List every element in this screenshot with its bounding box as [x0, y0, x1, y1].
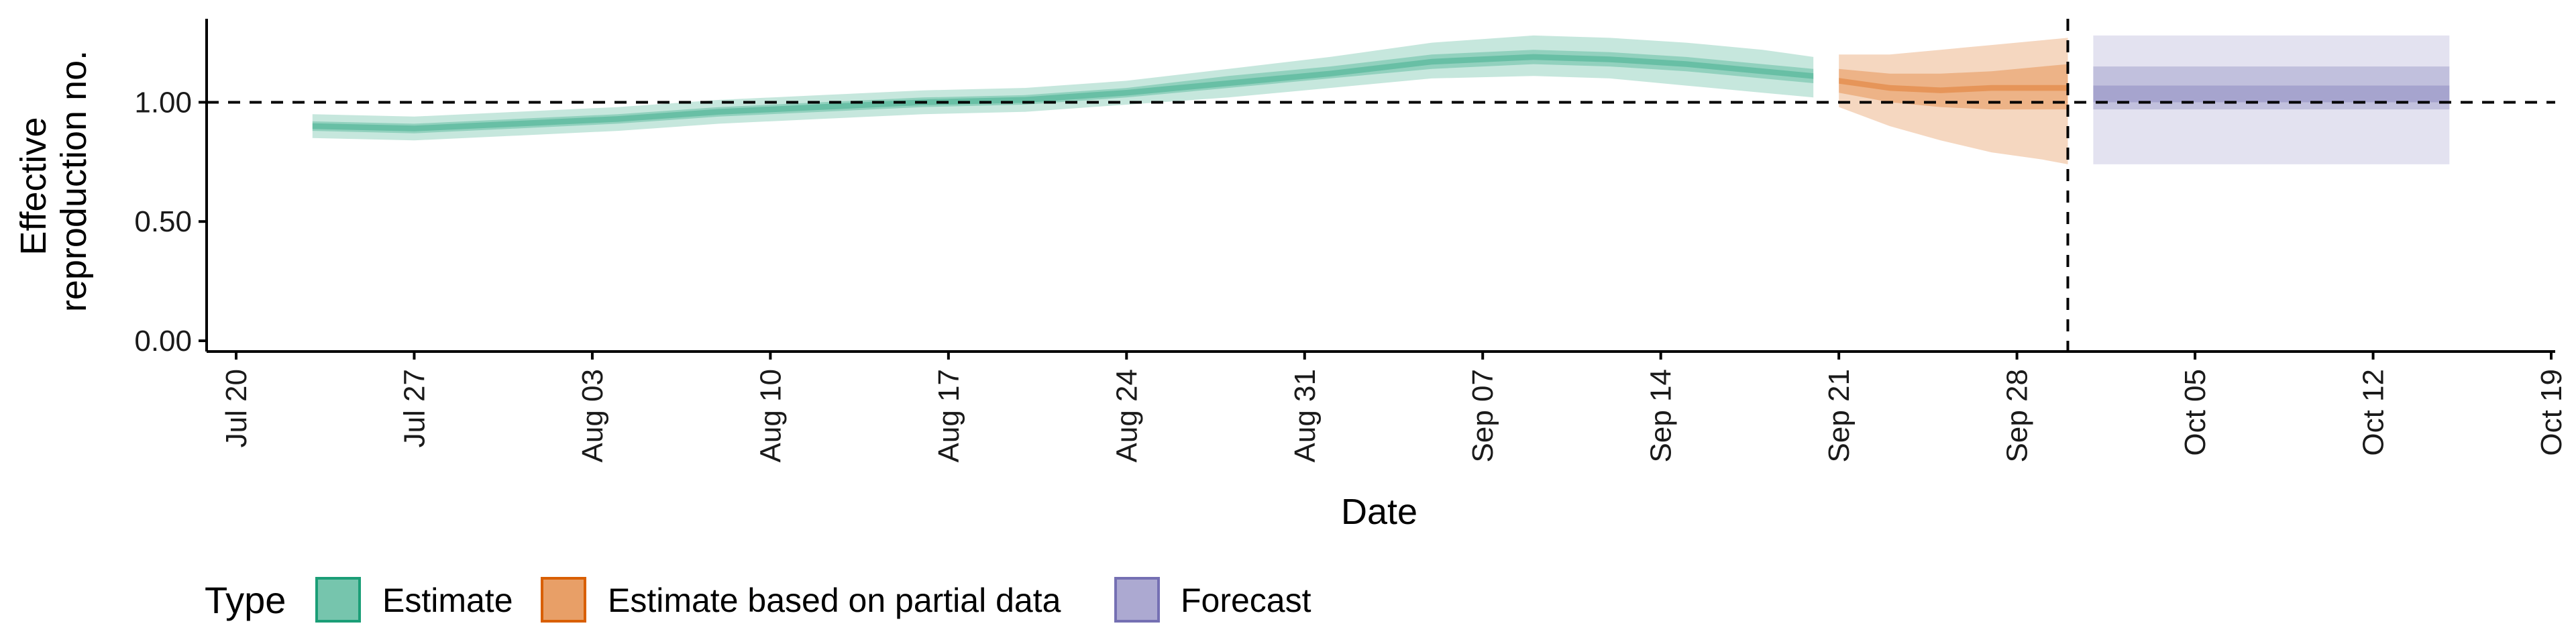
y-ticks: 0.00 0.50 1.00	[134, 86, 207, 358]
series-estimate	[312, 35, 1814, 141]
x-tick-label: Oct 12	[2357, 369, 2390, 456]
block-outer-forecast	[2093, 35, 2450, 164]
legend-label-forecast: Forecast	[1181, 582, 1311, 619]
legend-key-forecast	[1114, 577, 1160, 623]
x-tick-label: Aug 10	[754, 369, 787, 462]
y-tick-label: 1.00	[134, 86, 192, 119]
x-axis: Jul 20 Jul 27 Aug 03 Aug 10 Aug 17 Aug 24 Aug …	[207, 350, 2568, 532]
plot-area	[207, 19, 2555, 352]
legend-key-estimate	[315, 577, 361, 623]
x-tick-label: Sep 28	[2001, 369, 2034, 462]
x-tick-label: Oct 19	[2535, 369, 2568, 456]
y-tick-label: 0.50	[134, 205, 192, 238]
legend-label-estimate: Estimate	[382, 582, 513, 619]
legend: Type Estimate Estimate based on partial …	[205, 577, 1311, 623]
legend-key-partial	[541, 577, 586, 623]
ribbon-inner-estimate-based-on-partial-data	[1839, 64, 2068, 110]
y-axis-title: Effective reproduction no.	[13, 50, 94, 312]
x-tick-label: Aug 31	[1289, 369, 1322, 462]
x-tick-label: Oct 05	[2179, 369, 2212, 456]
series-forecast	[2093, 35, 2450, 164]
ribbon-inner-estimate	[312, 50, 1814, 133]
legend-item-partial: Estimate based on partial data	[541, 577, 1061, 623]
x-tick-label: Sep 07	[1466, 369, 1499, 462]
y-axis: 0.00 0.50 1.00 Effective reproduction no.	[13, 19, 208, 358]
legend-label-partial: Estimate based on partial data	[608, 582, 1061, 619]
ribbon-layer	[312, 35, 2450, 164]
ribbon-median-estimate-based-on-partial-data	[1839, 78, 2068, 93]
x-tick-label: Jul 27	[398, 369, 431, 447]
y-axis-title-line-2: reproduction no.	[54, 50, 94, 312]
x-tick-label: Sep 21	[1823, 369, 1856, 462]
x-tick-label: Aug 17	[932, 369, 965, 462]
x-ticks: Jul 20 Jul 27 Aug 03 Aug 10 Aug 17 Aug 24 Aug …	[220, 352, 2568, 462]
legend-item-estimate: Estimate	[315, 577, 513, 623]
x-tick-label: Aug 24	[1110, 369, 1143, 462]
legend-title: Type	[205, 579, 286, 621]
y-axis-title-line-1: Effective	[13, 117, 54, 255]
x-axis-title: Date	[1341, 492, 1417, 532]
x-tick-label: Aug 03	[576, 369, 609, 462]
ribbon-median-estimate	[312, 54, 1814, 131]
legend-item-forecast: Forecast	[1114, 577, 1311, 623]
ribbon-outer-estimate	[312, 35, 1814, 141]
x-tick-label: Jul 20	[220, 369, 253, 447]
x-tick-label: Sep 14	[1645, 369, 1678, 462]
y-tick-label: 0.00	[134, 325, 192, 358]
block-center-forecast	[2093, 85, 2450, 103]
